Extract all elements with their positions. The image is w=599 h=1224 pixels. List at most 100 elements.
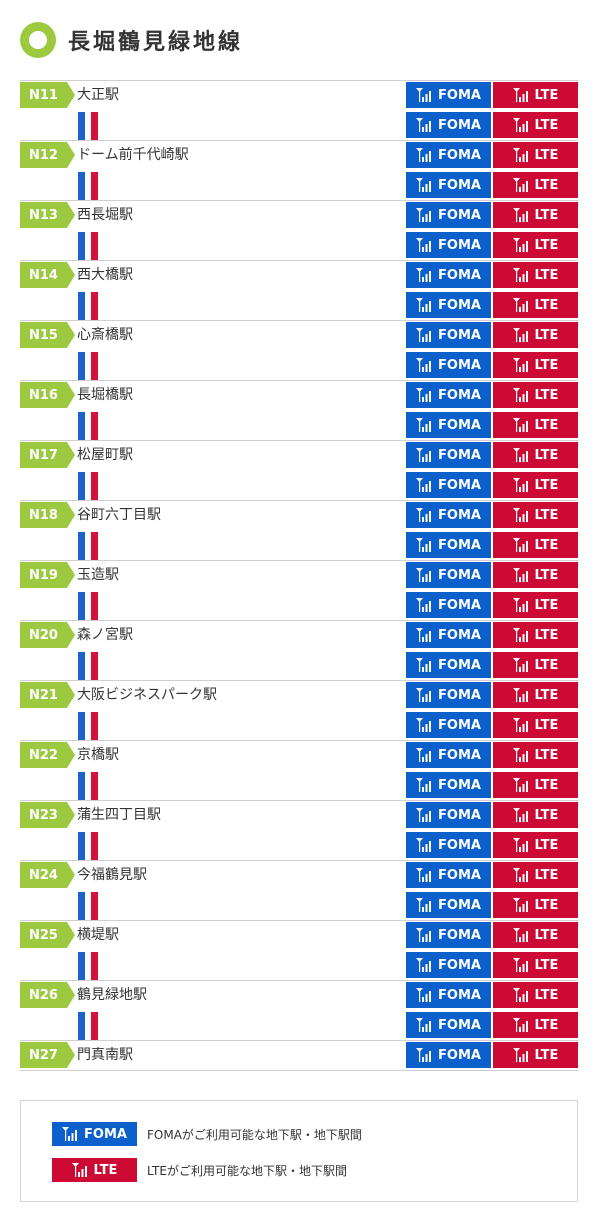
station-foma-badge: FOMA	[406, 622, 491, 648]
track-blue	[78, 232, 85, 260]
station-row: N11 大正駅 FOMA LTE	[20, 80, 578, 110]
list-bottom-divider	[20, 1070, 578, 1071]
station-name: 大正駅	[77, 87, 119, 103]
station-name: 京橋駅	[77, 747, 119, 763]
antenna-icon	[416, 538, 432, 552]
station-foma-badge: FOMA	[406, 262, 491, 288]
station-lte-badge: LTE	[493, 922, 578, 948]
track-lines	[78, 772, 98, 800]
lte-label: LTE	[534, 867, 559, 883]
section-lte-badge: LTE	[493, 172, 578, 198]
station-code: N16	[20, 382, 75, 408]
station-code: N26	[20, 982, 75, 1008]
antenna-icon	[416, 448, 432, 462]
foma-label: FOMA	[438, 447, 481, 463]
section-lte-badge: LTE	[493, 352, 578, 378]
antenna-icon	[416, 988, 432, 1002]
station-lte-badge: LTE	[493, 322, 578, 348]
station-lte-badge: LTE	[493, 622, 578, 648]
station-name: 森ノ宮駅	[77, 627, 133, 643]
lte-label: LTE	[534, 897, 559, 913]
section-foma-badge: FOMA	[406, 592, 491, 618]
station-foma-badge: FOMA	[406, 742, 491, 768]
station-code: N22	[20, 742, 75, 768]
station-row: N18 谷町六丁目駅 FOMA LTE	[20, 500, 578, 530]
antenna-icon	[416, 418, 432, 432]
antenna-icon	[512, 778, 528, 792]
station-lte-badge: LTE	[493, 802, 578, 828]
section-foma-badge: FOMA	[406, 712, 491, 738]
section-lte-badge: LTE	[493, 772, 578, 798]
lte-label: LTE	[534, 507, 559, 523]
track-lines	[78, 892, 98, 920]
section-foma-badge: FOMA	[406, 292, 491, 318]
track-blue	[78, 532, 85, 560]
foma-label: FOMA	[438, 777, 481, 793]
lte-label: LTE	[534, 147, 559, 163]
station-code: N24	[20, 862, 75, 888]
station-name: 西長堀駅	[77, 207, 133, 223]
track-red	[91, 412, 98, 440]
foma-label: FOMA	[438, 1047, 481, 1063]
antenna-icon	[512, 718, 528, 732]
track-blue	[78, 472, 85, 500]
section-lte-badge: LTE	[493, 832, 578, 858]
station-lte-badge: LTE	[493, 682, 578, 708]
track-blue	[78, 892, 85, 920]
track-red	[91, 112, 98, 140]
foma-label: FOMA	[438, 807, 481, 823]
antenna-icon	[512, 118, 528, 132]
station-foma-badge: FOMA	[406, 682, 491, 708]
section-lte-badge: LTE	[493, 412, 578, 438]
track-lines	[78, 532, 98, 560]
lte-label: LTE	[534, 717, 559, 733]
station-row: N24 今福鶴見駅 FOMA LTE	[20, 860, 578, 890]
antenna-icon	[416, 208, 432, 222]
station-name: 鶴見緑地駅	[77, 987, 147, 1003]
antenna-icon	[416, 298, 432, 312]
track-red	[91, 352, 98, 380]
section-foma-badge: FOMA	[406, 772, 491, 798]
track-red	[91, 592, 98, 620]
antenna-icon	[416, 928, 432, 942]
antenna-icon	[512, 568, 528, 582]
antenna-icon	[416, 388, 432, 402]
station-name: 心斎橋駅	[77, 327, 133, 343]
section-lte-badge: LTE	[493, 232, 578, 258]
antenna-icon	[512, 658, 528, 672]
station-row: N21 大阪ビジネスパーク駅 FOMA LTE	[20, 680, 578, 710]
track-blue	[78, 1012, 85, 1040]
track-blue	[78, 712, 85, 740]
antenna-icon	[512, 748, 528, 762]
antenna-icon	[512, 688, 528, 702]
foma-label: FOMA	[438, 1017, 481, 1033]
line-title: 長堀鶴見緑地線	[20, 22, 243, 58]
lte-label: LTE	[534, 447, 559, 463]
lte-label: LTE	[534, 237, 559, 253]
antenna-icon	[512, 868, 528, 882]
legend-foma-description: FOMAがご利用可能な地下駅・地下駅間	[147, 1127, 362, 1142]
foma-label: FOMA	[438, 147, 481, 163]
antenna-icon	[416, 178, 432, 192]
track-red	[91, 1012, 98, 1040]
station-row: N26 鶴見緑地駅 FOMA LTE	[20, 980, 578, 1010]
antenna-icon	[512, 478, 528, 492]
lte-label: LTE	[534, 957, 559, 973]
foma-label: FOMA	[438, 417, 481, 433]
station-code: N25	[20, 922, 75, 948]
track-lines	[78, 172, 98, 200]
station-lte-badge: LTE	[493, 442, 578, 468]
section-foma-badge: FOMA	[406, 112, 491, 138]
foma-label: FOMA	[438, 177, 481, 193]
lte-label: LTE	[534, 87, 559, 103]
station-foma-badge: FOMA	[406, 922, 491, 948]
antenna-icon	[416, 628, 432, 642]
lte-label: LTE	[534, 1017, 559, 1033]
station-code: N14	[20, 262, 75, 288]
foma-label: FOMA	[438, 357, 481, 373]
station-lte-badge: LTE	[493, 202, 578, 228]
foma-label: FOMA	[438, 537, 481, 553]
between-stations-row: FOMA LTE	[20, 410, 578, 440]
section-lte-badge: LTE	[493, 952, 578, 978]
antenna-icon	[416, 568, 432, 582]
